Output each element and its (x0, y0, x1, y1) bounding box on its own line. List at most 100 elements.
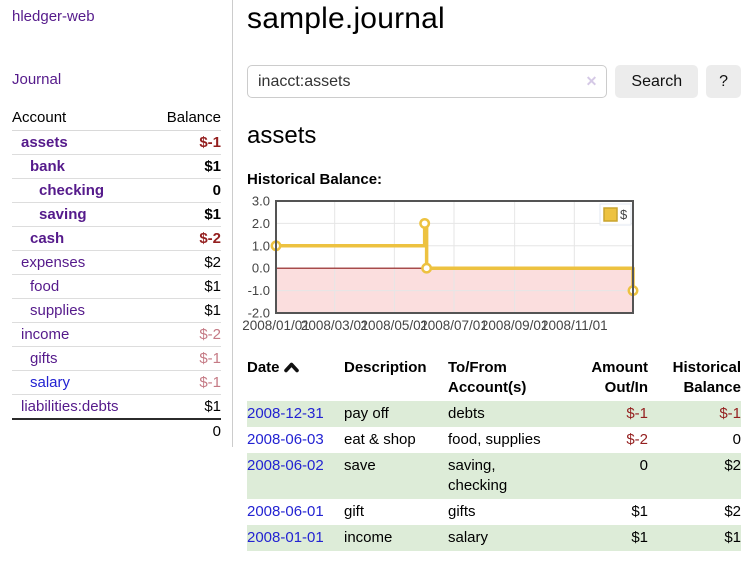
register-row: 2008-12-31 pay off debts $-1 $-1 (247, 401, 741, 427)
account-link[interactable]: food (30, 278, 60, 295)
register-accounts-cell: salary (448, 529, 489, 546)
account-balance: 0 (212, 182, 221, 199)
sort-asc-icon (283, 362, 299, 373)
main-content: sample.journal ✕ Search ? assets Histori… (233, 0, 742, 551)
account-row: cash $-2 (12, 227, 221, 251)
data-point-marker (419, 217, 431, 229)
register-accounts-cell: food, supplies (448, 431, 541, 448)
register-description-cell: eat & shop (344, 431, 416, 448)
sidebar: hledger-web Journal Account Balance asse… (0, 0, 233, 447)
y-tick-label: 3.0 (252, 194, 270, 209)
account-link[interactable]: salary (30, 374, 71, 391)
col-header-tofrom: To/From Account(s) (448, 359, 527, 396)
x-tick-label: 2008/01/01 (242, 318, 310, 333)
accounts-table: Account Balance assets $-1 bank $1 checking 0… (12, 106, 221, 443)
register-balance-cell: $1 (724, 529, 741, 546)
search-bar: ✕ Search ? (247, 65, 741, 98)
account-balance: $1 (204, 302, 221, 319)
y-tick-label: 1.0 (252, 238, 270, 253)
register-accounts-cell: gifts (448, 503, 476, 520)
register-date-cell: 2008-12-31 (247, 401, 344, 427)
y-tick-label: -1.0 (248, 283, 270, 298)
hledger-web-app: hledger-web Journal Account Balance asse… (0, 0, 742, 551)
plot-border (275, 200, 634, 314)
account-link[interactable]: liabilities:debts (21, 398, 119, 415)
register-amount-cell: $-1 (626, 405, 648, 422)
register-row: 2008-06-03 eat & shop food, supplies $-2 0 (247, 427, 741, 453)
balance-chart-svg[interactable]: 3.0 2.0 1.0 0.0 -1.0 -2.02008/01/012008/03/01… (242, 193, 741, 343)
account-balance: $1 (204, 206, 221, 223)
account-link[interactable]: supplies (30, 302, 86, 319)
accounts-table-body: assets $-1 bank $1 checking 0 saving $1 cash $-2 e… (12, 131, 221, 418)
account-link[interactable]: expenses (21, 254, 86, 271)
account-row: assets $-1 (12, 131, 221, 155)
date-link[interactable]: 2008-12-31 (247, 405, 324, 422)
accounts-total-value: 0 (212, 423, 221, 440)
search-box: ✕ (247, 65, 608, 98)
accounts-col-balance: Balance (166, 109, 221, 126)
accounts-table-header: Account Balance (12, 106, 221, 131)
register-row: 2008-06-01 gift gifts $1 $2 (247, 499, 741, 525)
register-balance-cell: $-1 (719, 405, 741, 422)
col-header-description: Description (344, 359, 427, 376)
col-header-date[interactable]: Date (247, 356, 344, 401)
accounts-col-account: Account (12, 109, 67, 126)
data-point-marker (421, 262, 433, 274)
account-balance: $-2 (199, 326, 221, 343)
date-link[interactable]: 2008-01-01 (247, 529, 324, 546)
accounts-total-row: 0 (12, 418, 221, 443)
col-header-historical: Historical Balance (672, 359, 741, 396)
account-link[interactable]: cash (30, 230, 65, 247)
account-balance: $-1 (199, 374, 221, 391)
register-date-cell: 2008-01-01 (247, 525, 344, 551)
account-link[interactable]: assets (21, 134, 68, 151)
account-link[interactable]: saving (39, 206, 87, 223)
sidebar-item-journal[interactable]: Journal (12, 71, 62, 88)
historical-balance-chart[interactable]: 3.0 2.0 1.0 0.0 -1.0 -2.0 2008/01/01 2008/03/01… (242, 193, 741, 343)
account-balance: $-2 (199, 230, 221, 247)
register-row: 2008-01-01 income salary $1 $1 (247, 525, 741, 551)
account-link[interactable]: gifts (30, 350, 58, 367)
account-heading: assets (247, 122, 317, 149)
account-row: supplies $1 (12, 299, 221, 323)
help-button[interactable]: ? (706, 65, 741, 98)
x-tick-label: 2008/03/01 (301, 318, 369, 333)
y-tick-label: 2.0 (252, 216, 270, 231)
account-balance: $1 (204, 158, 221, 175)
register-amount-cell: $1 (631, 503, 648, 520)
account-row: food $1 (12, 275, 221, 299)
account-balance: $-1 (199, 134, 221, 151)
search-input[interactable] (247, 65, 608, 98)
account-row: liabilities:debts $1 (12, 395, 221, 418)
x-tick-label: 2008/09/01 (481, 318, 549, 333)
register-table: Date Description To/From Account(s) Amount Ou… (247, 356, 741, 551)
account-row: gifts $-1 (12, 347, 221, 371)
register-date-cell: 2008-06-03 (247, 427, 344, 453)
register-amount-cell: $1 (631, 529, 648, 546)
account-balance: $2 (204, 254, 221, 271)
account-balance: $1 (204, 398, 221, 415)
account-balance: $1 (204, 278, 221, 295)
account-link[interactable]: checking (39, 182, 105, 199)
page-title: sample.journal (247, 2, 445, 35)
date-link[interactable]: 2008-06-02 (247, 457, 324, 474)
app-title-link[interactable]: hledger-web (12, 8, 95, 25)
account-row: bank $1 (12, 155, 221, 179)
register-amount-cell: $-2 (626, 431, 648, 448)
clear-icon[interactable]: ✕ (585, 73, 598, 89)
x-tick-label: 2008/05/01 (361, 318, 429, 333)
search-button[interactable]: Search (615, 65, 699, 98)
date-link[interactable]: 2008-06-01 (247, 503, 324, 520)
account-row: checking 0 (12, 179, 221, 203)
register-balance-cell: $2 (724, 457, 741, 474)
x-tick-label: 2008/11/01 (541, 318, 608, 333)
register-amount-cell: 0 (639, 457, 648, 474)
date-link[interactable]: 2008-06-03 (247, 431, 324, 448)
account-link[interactable]: income (21, 326, 70, 343)
chart-title: Historical Balance: (247, 171, 383, 188)
account-link[interactable]: bank (30, 158, 66, 175)
register-balance-cell: 0 (732, 431, 741, 448)
account-row: salary $-1 (12, 371, 221, 395)
account-row: expenses $2 (12, 251, 221, 275)
legend-swatch (603, 207, 618, 222)
